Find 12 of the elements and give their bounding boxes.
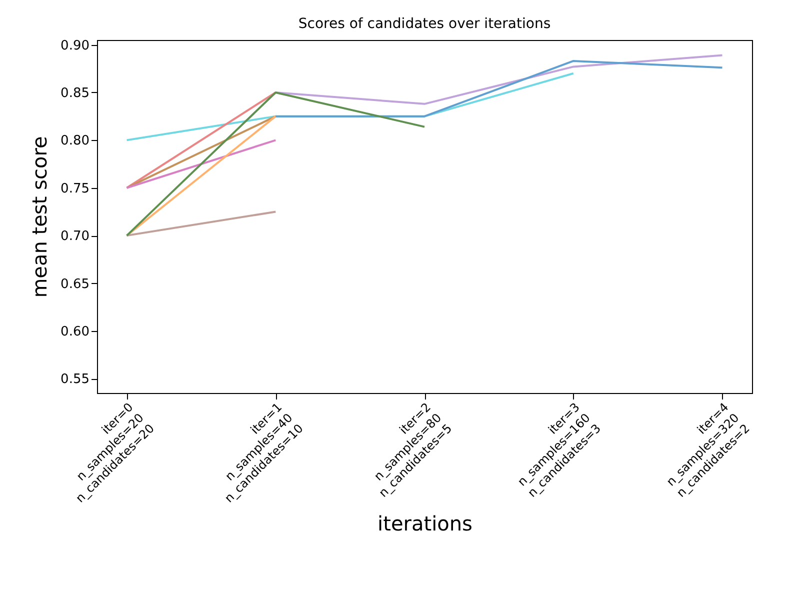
y-tick-label: 0.85: [60, 86, 90, 101]
y-tick-label: 0.75: [60, 181, 90, 196]
y-tick-label: 0.65: [60, 276, 90, 292]
line-series: [274, 54, 724, 105]
y-axis-title: mean test score: [28, 136, 52, 298]
chart-title: Scores of candidates over iterations: [298, 16, 551, 32]
y-tick-label: 0.60: [60, 324, 90, 340]
x-axis-title: iterations: [378, 512, 472, 536]
y-tick-label: 0.70: [60, 229, 90, 244]
y-tick-label: 0.55: [60, 372, 90, 388]
y-tick-label: 0.80: [60, 134, 90, 149]
y-tick-label: 0.90: [60, 38, 90, 54]
